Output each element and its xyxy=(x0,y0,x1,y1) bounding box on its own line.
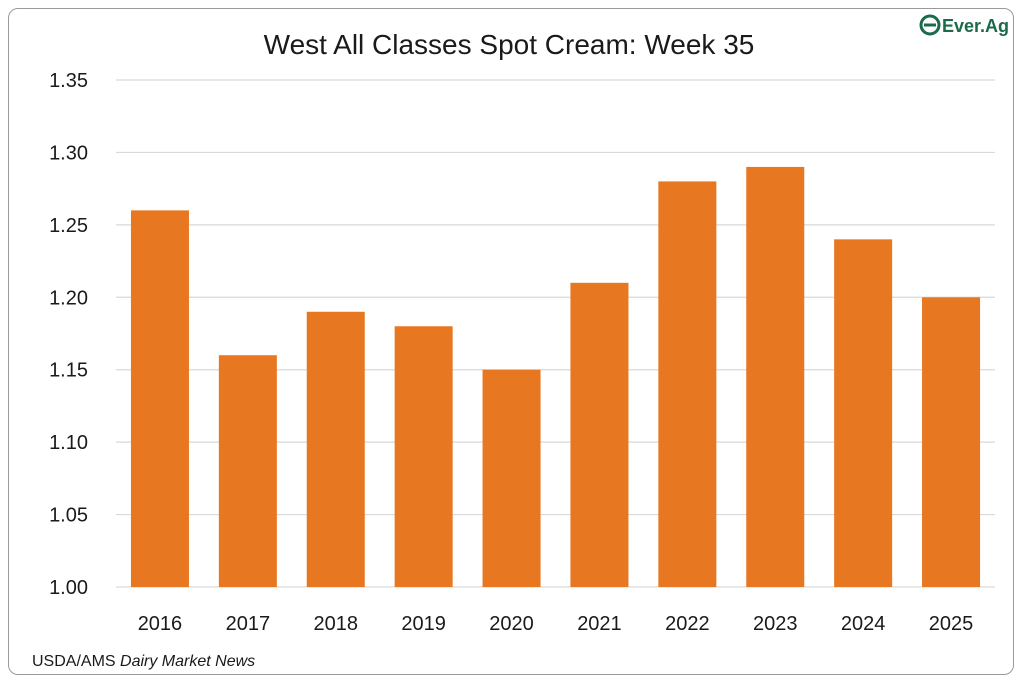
source-note: USDA/AMS Dairy Market News xyxy=(32,653,255,670)
y-tick-label: 1.05 xyxy=(49,505,88,527)
y-tick-label: 1.30 xyxy=(49,142,88,164)
bar-2025 xyxy=(922,297,981,587)
bar-2021 xyxy=(570,282,629,587)
x-tick-label: 2023 xyxy=(753,613,798,635)
bar-2023 xyxy=(746,166,805,587)
y-axis-ticks: 1.00 1.05 1.10 1.15 1.20 1.25 1.30 1.35 xyxy=(49,70,88,599)
bar-2016 xyxy=(130,210,189,587)
x-tick-label: 2020 xyxy=(489,613,534,635)
x-tick-label: 2021 xyxy=(577,613,622,635)
y-tick-label: 1.25 xyxy=(49,215,88,237)
logo-text: Ever.Ag xyxy=(942,16,1009,36)
y-tick-label: 1.35 xyxy=(49,70,88,92)
x-axis-ticks: 2016 2017 2018 2019 2020 2021 2022 2023 2024 2025 xyxy=(138,613,974,635)
source-prefix: USDA/AMS xyxy=(32,653,120,670)
y-tick-label: 1.15 xyxy=(49,360,88,382)
bar-2020 xyxy=(482,369,541,587)
bars xyxy=(130,166,981,588)
x-tick-label: 2019 xyxy=(401,613,446,635)
bar-2017 xyxy=(218,355,277,587)
bar-2019 xyxy=(394,326,453,587)
ever-ag-logo-icon xyxy=(919,14,941,36)
source-publication: Dairy Market News xyxy=(120,653,255,670)
ever-ag-logo: Ever.Ag xyxy=(919,14,1009,36)
x-tick-label: 2017 xyxy=(226,613,271,635)
x-tick-label: 2016 xyxy=(138,613,183,635)
bar-2024 xyxy=(834,239,893,588)
y-tick-label: 1.10 xyxy=(49,432,88,454)
x-tick-label: 2024 xyxy=(841,613,886,635)
y-tick-label: 1.20 xyxy=(49,287,88,309)
bar-2022 xyxy=(658,181,717,587)
bar-2018 xyxy=(306,311,365,587)
x-tick-label: 2025 xyxy=(929,613,974,635)
chart-title: West All Classes Spot Cream: Week 35 xyxy=(264,29,755,60)
x-tick-label: 2018 xyxy=(314,613,359,635)
x-tick-label: 2022 xyxy=(665,613,710,635)
y-tick-label: 1.00 xyxy=(49,577,88,599)
